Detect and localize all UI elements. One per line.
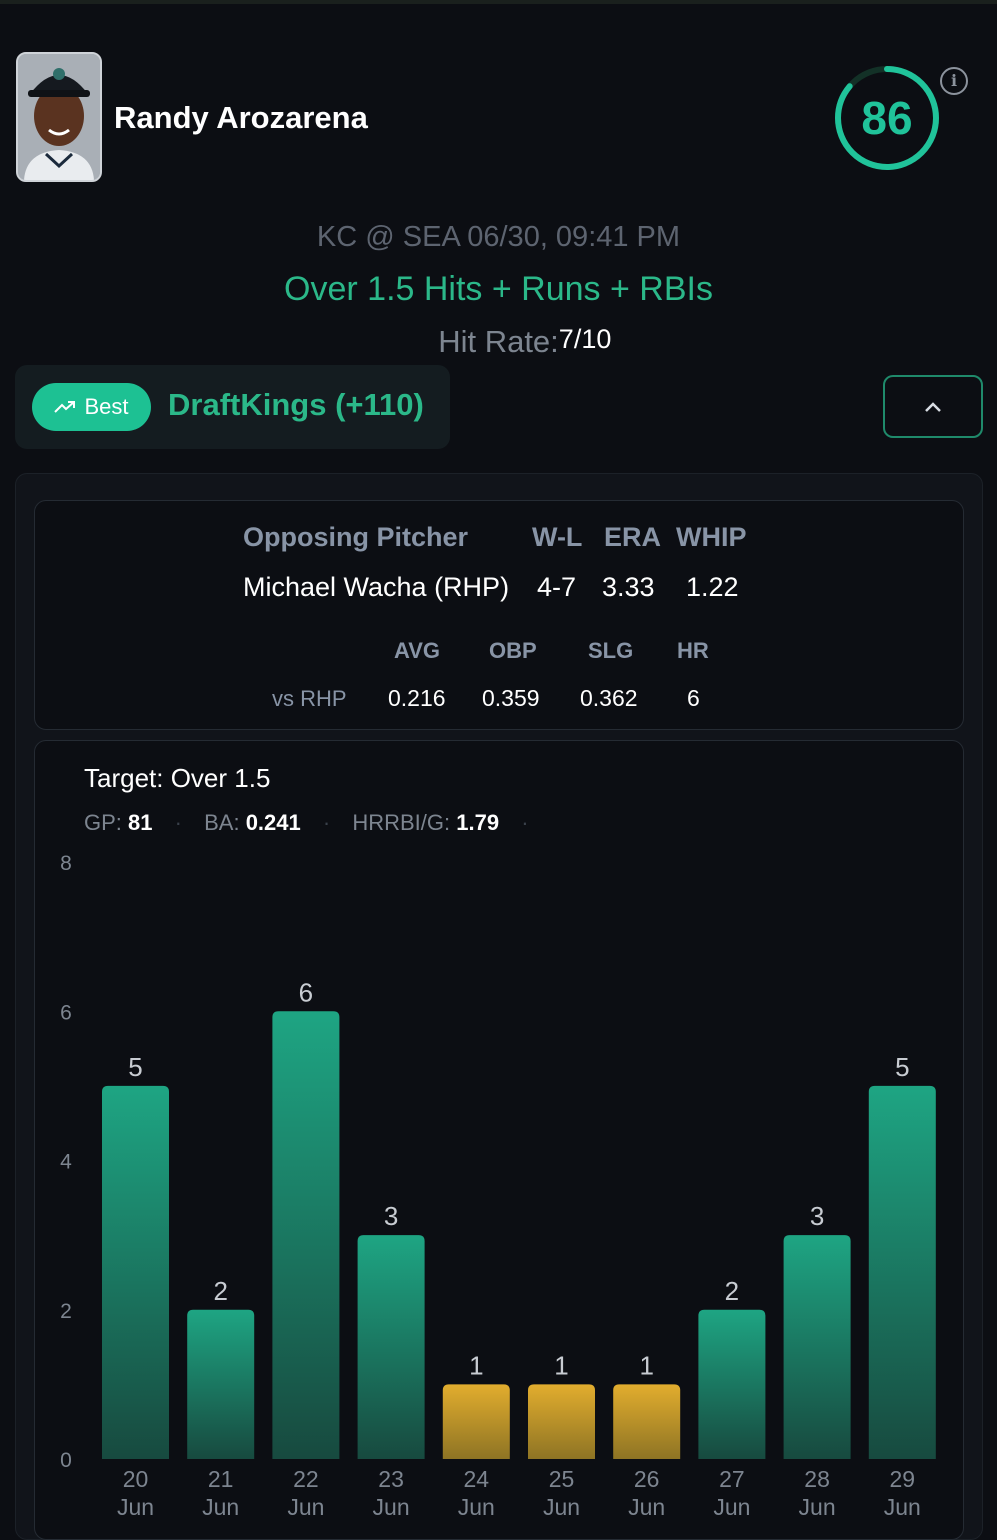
y-tick-label: 6 [60, 1001, 72, 1024]
confidence-score: 86 [861, 92, 913, 144]
bar-value-label: 1 [639, 1350, 653, 1380]
y-tick-label: 0 [60, 1449, 72, 1472]
x-tick-month: Jun [713, 1494, 750, 1520]
header-hr: HR [677, 638, 709, 663]
collapse-button[interactable] [883, 375, 983, 438]
y-tick-label: 4 [60, 1151, 72, 1174]
pitcher-wl: 4-7 [537, 572, 577, 602]
separator-dot: · [521, 810, 529, 835]
sportsbook-odds: DraftKings (+110) [168, 387, 424, 422]
bar-value-label: 3 [810, 1201, 824, 1231]
bar[interactable] [698, 1309, 766, 1459]
target-line: Target: Over 1.5 [84, 763, 271, 793]
header-avg: AVG [394, 638, 441, 663]
bar[interactable] [102, 1085, 169, 1459]
x-tick-month: Jun [884, 1494, 921, 1520]
hit-rate: Hit Rate: 7/10 [0, 324, 997, 360]
player-photo [18, 54, 100, 180]
x-tick-month: Jun [628, 1494, 665, 1520]
bar[interactable] [442, 1384, 510, 1459]
y-tick-label: 8 [60, 852, 72, 875]
gp-label: GP: [84, 810, 122, 835]
x-tick-day: 26 [634, 1466, 660, 1492]
hit-rate-label: Hit Rate: [438, 324, 559, 359]
ba-value: 0.241 [245, 810, 301, 835]
gp-value: 81 [128, 810, 153, 835]
x-tick-month: Jun [287, 1494, 324, 1520]
bar-value-label: 2 [213, 1276, 227, 1306]
bar-value-label: 1 [469, 1350, 483, 1380]
x-tick-month: Jun [543, 1494, 580, 1520]
header-opposing-pitcher: Opposing Pitcher [243, 522, 469, 552]
header-whip: WHIP [676, 522, 747, 552]
x-tick-day: 25 [549, 1466, 575, 1492]
x-tick-month: Jun [458, 1494, 495, 1520]
best-label: Best [84, 394, 129, 419]
header-obp: OBP [489, 638, 537, 663]
x-tick-day: 21 [208, 1466, 234, 1492]
x-tick-day: 24 [464, 1466, 490, 1492]
header-era: ERA [604, 522, 662, 552]
x-tick-day: 28 [804, 1466, 830, 1492]
x-tick-day: 22 [293, 1466, 319, 1492]
bar[interactable] [868, 1085, 936, 1459]
ba-label: BA: [204, 810, 240, 835]
hrrbi-label: HRRBI/G: [352, 810, 451, 835]
pitcher-card [34, 500, 964, 730]
split-slg: 0.362 [580, 685, 638, 711]
best-badge: Best [32, 383, 151, 431]
split-avg: 0.216 [388, 685, 446, 711]
pitcher-era: 3.33 [602, 572, 655, 602]
hit-rate-value: 7/10 [558, 324, 612, 354]
x-tick-day: 29 [890, 1466, 916, 1492]
best-book-box[interactable]: Best DraftKings (+110) [15, 365, 450, 449]
x-tick-month: Jun [202, 1494, 239, 1520]
x-tick-day: 20 [123, 1466, 149, 1492]
x-tick-month: Jun [373, 1494, 410, 1520]
y-tick-label: 2 [60, 1300, 72, 1323]
pitcher-whip: 1.22 [686, 572, 739, 602]
prop-description: Over 1.5 Hits + Runs + RBIs [284, 270, 713, 308]
x-tick-month: Jun [799, 1494, 836, 1520]
bar-value-label: 5 [128, 1052, 142, 1082]
bar-value-label: 3 [384, 1201, 398, 1231]
bar-value-label: 5 [895, 1052, 909, 1082]
player-name: Randy Arozarena [114, 100, 368, 135]
bar[interactable] [783, 1235, 851, 1459]
top-strip [0, 0, 997, 4]
bar-value-label: 1 [554, 1350, 568, 1380]
bar[interactable] [187, 1309, 255, 1459]
header-wl: W-L [532, 522, 583, 552]
separator-dot: · [322, 810, 331, 835]
split-hr: 6 [687, 685, 700, 711]
bar[interactable] [528, 1384, 595, 1459]
bar-value-label: 2 [725, 1276, 739, 1306]
confidence-score-ring: 86 [832, 63, 942, 173]
pitcher-name: Michael Wacha (RHP) [243, 572, 510, 602]
trending-up-icon [54, 401, 76, 413]
info-icon[interactable]: i [940, 67, 968, 95]
hrrbi-value: 1.79 [456, 810, 500, 835]
bar[interactable] [272, 1011, 340, 1459]
split-label: vs RHP [272, 686, 347, 711]
player-avatar [16, 52, 102, 182]
bar-value-label: 6 [299, 977, 313, 1007]
game-matchup: KC @ SEA 06/30, 09:41 PM [316, 221, 681, 253]
x-tick-day: 23 [378, 1466, 404, 1492]
separator-dot: · [174, 810, 182, 835]
x-tick-day: 27 [719, 1466, 745, 1492]
x-tick-month: Jun [117, 1494, 154, 1520]
header-slg: SLG [588, 638, 634, 663]
bar[interactable] [357, 1235, 425, 1459]
summary-stats: GP: 81 · BA: 0.241 · HRRBI/G: 1.79 · [84, 810, 545, 836]
chevron-up-icon [925, 401, 941, 412]
split-obp: 0.359 [482, 685, 540, 711]
bar[interactable] [613, 1384, 681, 1459]
